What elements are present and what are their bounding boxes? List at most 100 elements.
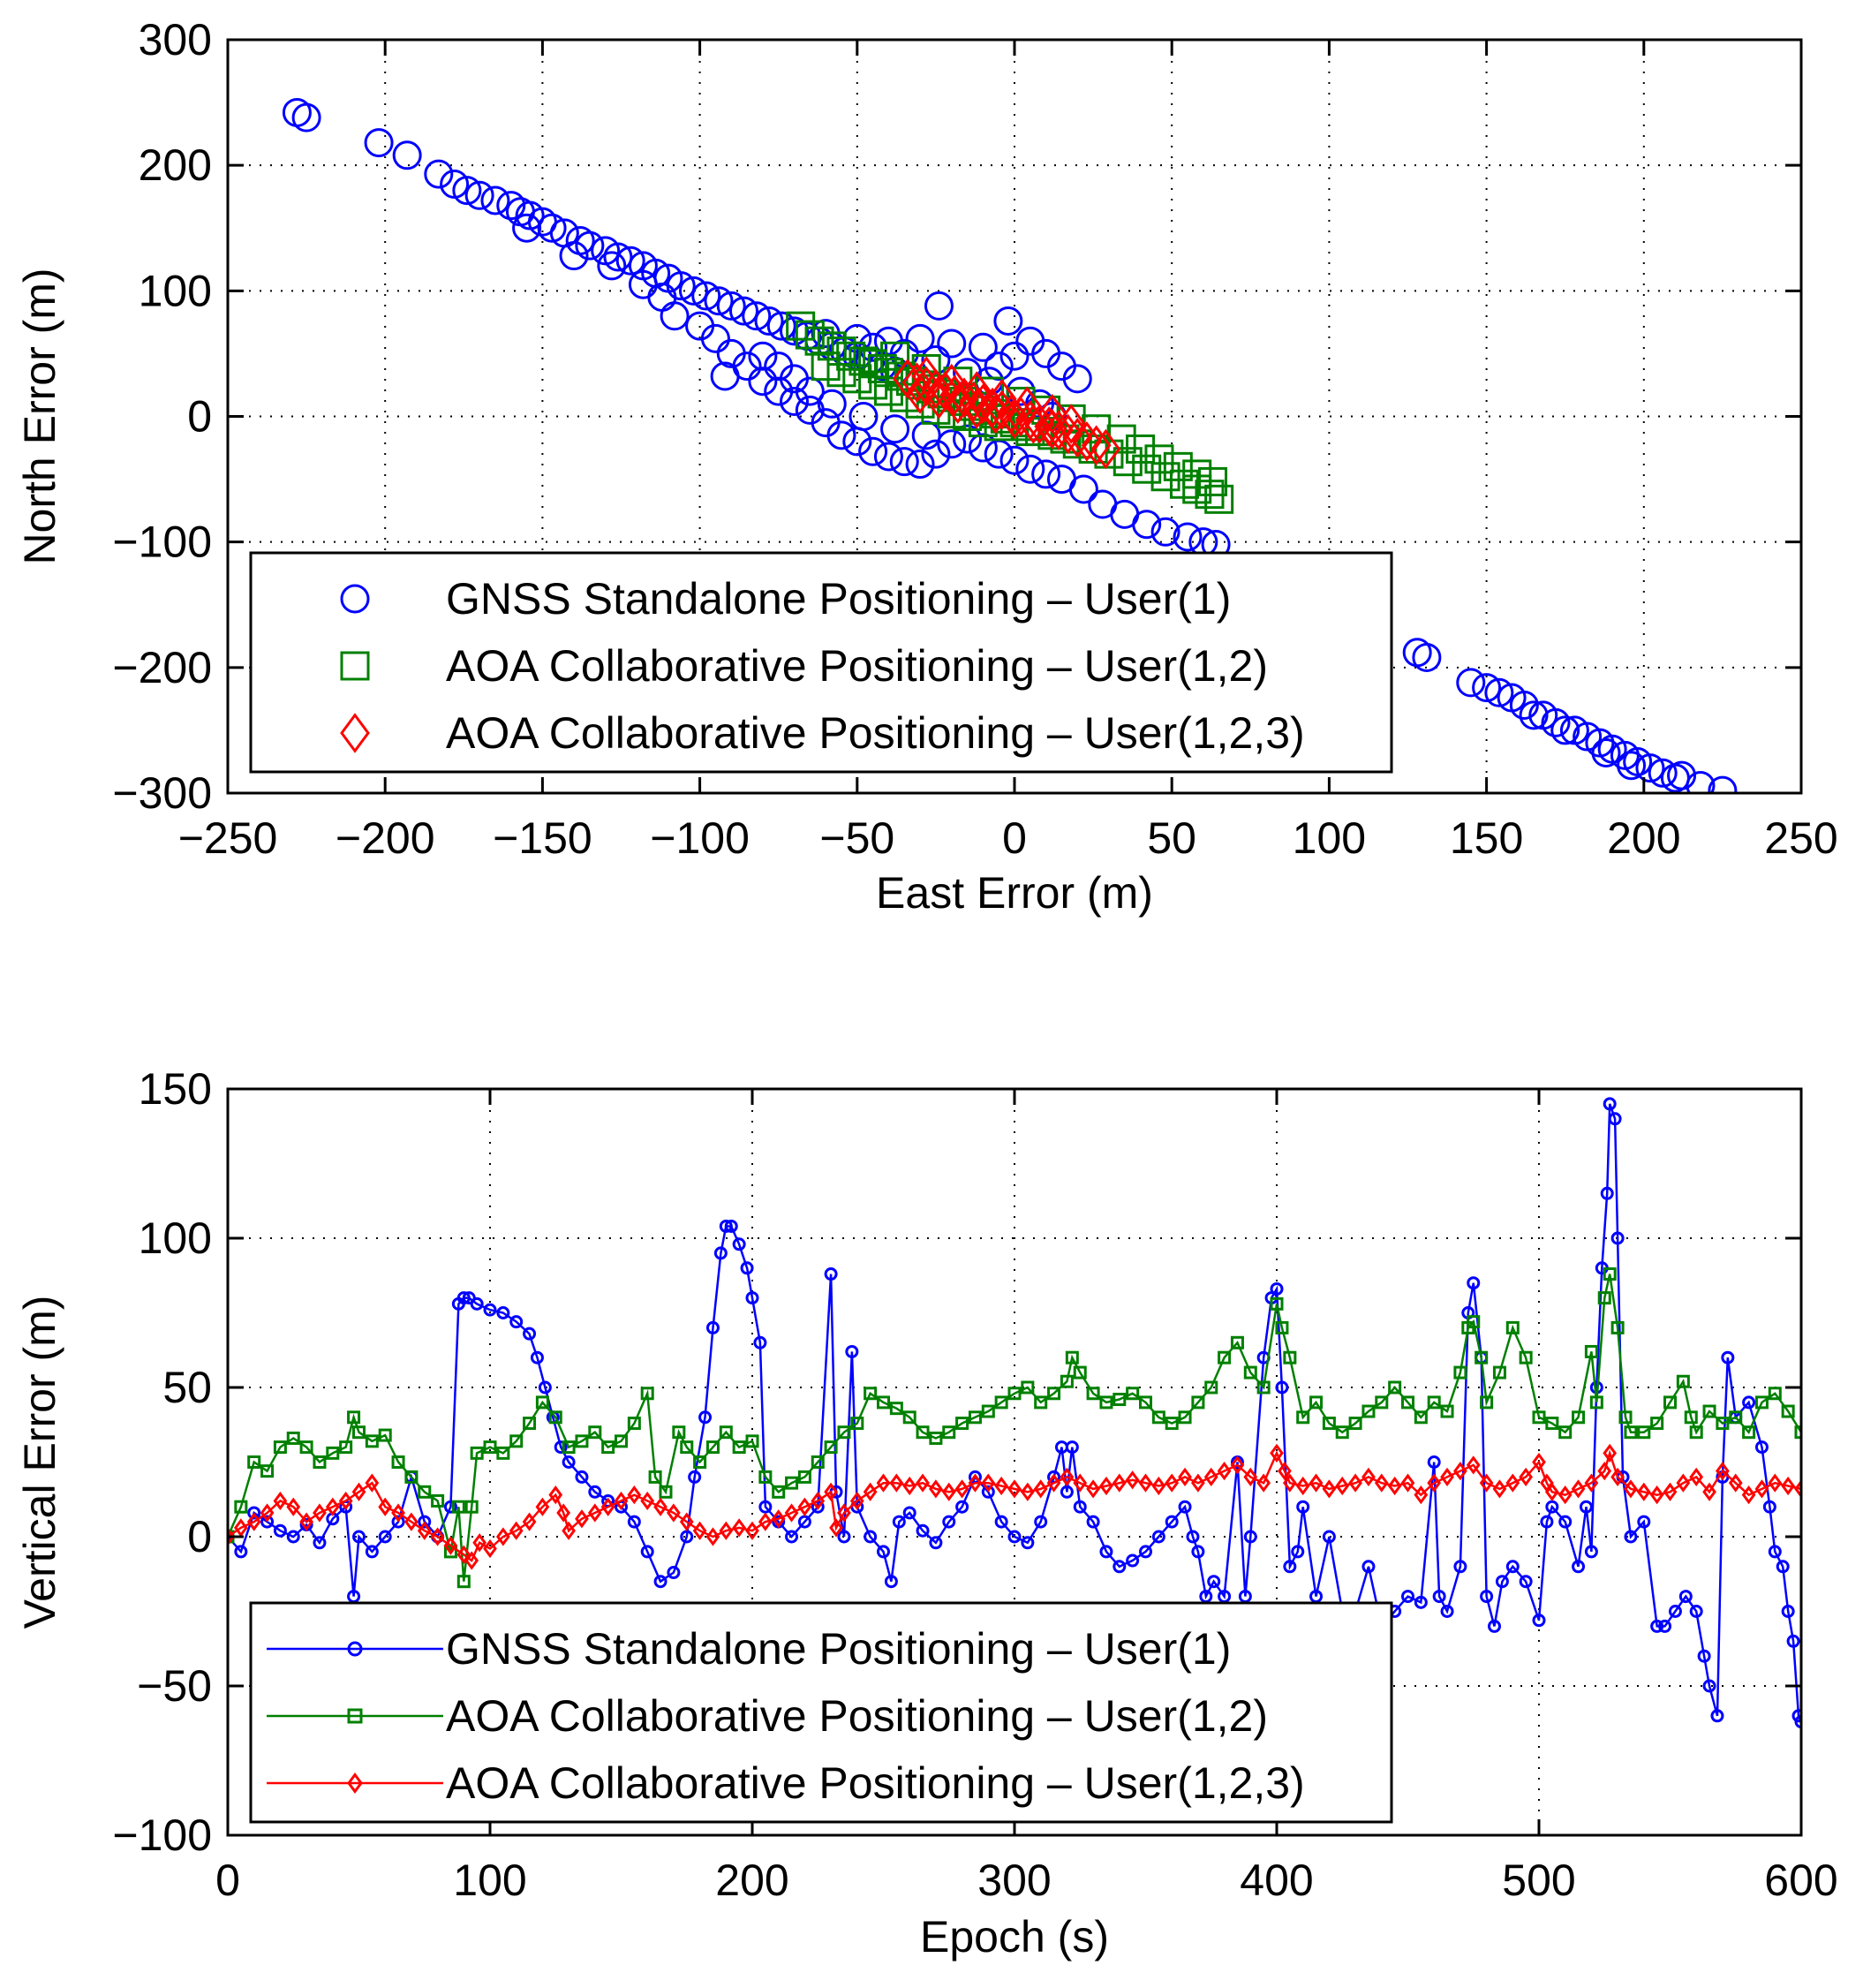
data-point-circle bbox=[1686, 770, 1716, 793]
data-point-circle bbox=[1610, 1231, 1625, 1245]
data-point-circle bbox=[418, 1515, 432, 1529]
bottom-line-chart: 0 100 200 300 400 500 600 −100 −50 0 50 100 150 Epoch… bbox=[15, 1064, 1838, 1962]
data-point-diamond bbox=[556, 1503, 571, 1523]
data-point-circle bbox=[845, 1344, 859, 1358]
data-point-square bbox=[1610, 1320, 1625, 1334]
data-point-diamond bbox=[901, 362, 932, 403]
data-point-circle bbox=[824, 1267, 838, 1281]
data-point-square bbox=[1060, 1374, 1074, 1388]
data-point-square bbox=[902, 1410, 916, 1425]
data-point-square bbox=[880, 341, 910, 371]
data-point-square bbox=[1163, 451, 1193, 481]
legend-label: AOA Collaborative Positioning – User(1,2… bbox=[446, 708, 1305, 758]
data-point-diamond bbox=[837, 1503, 851, 1523]
legend-label: AOA Collaborative Positioning – User(1,2… bbox=[446, 1691, 1268, 1741]
data-point-square bbox=[1716, 1417, 1730, 1431]
x-tick-label: 200 bbox=[1607, 813, 1680, 863]
legend-label: GNSS Standalone Positioning – User(1) bbox=[446, 1624, 1231, 1674]
data-point-circle bbox=[1113, 1560, 1127, 1574]
data-point-diamond bbox=[929, 1479, 943, 1499]
data-point-square bbox=[1218, 1350, 1232, 1364]
data-point-circle bbox=[837, 1530, 851, 1544]
data-point-circle bbox=[1608, 1112, 1622, 1126]
data-point-circle bbox=[1742, 1395, 1756, 1410]
data-point-circle bbox=[1794, 1715, 1801, 1729]
data-point-circle bbox=[1650, 1619, 1664, 1633]
data-point-circle bbox=[929, 1536, 943, 1550]
data-point-circle bbox=[1591, 738, 1621, 768]
data-point-circle bbox=[456, 1291, 471, 1305]
data-point-diamond bbox=[905, 374, 935, 414]
data-point-circle bbox=[1173, 522, 1203, 552]
data-point-diamond bbox=[994, 1476, 1009, 1496]
data-point-diamond bbox=[464, 1551, 479, 1570]
data-point-square bbox=[562, 1440, 576, 1455]
data-point-square bbox=[234, 1500, 248, 1514]
data-point-circle bbox=[1283, 1560, 1297, 1574]
data-point-circle bbox=[1065, 1440, 1079, 1455]
data-point-circle bbox=[615, 246, 645, 276]
data-point-circle bbox=[365, 1545, 379, 1559]
data-point-circle bbox=[968, 332, 998, 362]
data-point-circle bbox=[921, 439, 951, 469]
data-point-square bbox=[772, 1485, 786, 1499]
data-point-square bbox=[286, 1431, 300, 1445]
data-point-square bbox=[1204, 1380, 1218, 1395]
data-point-square bbox=[968, 1410, 982, 1425]
series-line-0 bbox=[228, 1103, 1801, 1723]
data-point-diamond bbox=[365, 1473, 380, 1493]
data-point-circle bbox=[713, 1246, 728, 1260]
data-point-square bbox=[1021, 1380, 1035, 1395]
data-point-circle bbox=[1034, 1515, 1048, 1529]
data-point-circle bbox=[512, 213, 542, 243]
data-point-square bbox=[1558, 1425, 1573, 1440]
legend-box bbox=[249, 1601, 1393, 1824]
data-point-circle bbox=[1519, 1575, 1533, 1589]
data-point-square bbox=[1663, 1395, 1677, 1410]
data-point-circle bbox=[748, 367, 778, 397]
data-point-square bbox=[1742, 1425, 1756, 1440]
data-point-circle bbox=[509, 1315, 524, 1329]
data-point-diamond bbox=[962, 389, 992, 429]
data-point-diamond bbox=[456, 1545, 471, 1564]
y-tick-label: −100 bbox=[112, 1810, 212, 1860]
data-point-circle bbox=[1275, 1380, 1289, 1395]
data-point-square bbox=[842, 364, 872, 394]
data-point-diamond bbox=[1387, 1476, 1402, 1496]
data-point-circle bbox=[691, 281, 721, 311]
data-point-square bbox=[1572, 1410, 1586, 1425]
data-point-circle bbox=[653, 1575, 668, 1589]
data-point-square bbox=[1191, 1395, 1205, 1410]
data-point-circle bbox=[955, 1500, 969, 1514]
x-tick-label: 600 bbox=[1764, 1856, 1837, 1905]
data-point-square bbox=[968, 408, 998, 438]
data-point-circle bbox=[728, 296, 758, 326]
x-tick-label: −150 bbox=[493, 813, 592, 863]
data-point-circle bbox=[523, 1327, 537, 1341]
data-point-diamond bbox=[351, 1482, 366, 1501]
data-point-circle bbox=[1021, 1536, 1035, 1550]
data-point-square bbox=[785, 1476, 799, 1490]
data-point-square bbox=[1603, 1267, 1617, 1281]
data-point-square bbox=[1702, 1404, 1716, 1418]
data-point-square bbox=[745, 1434, 759, 1448]
data-point-diamond bbox=[246, 1512, 261, 1531]
data-point-square bbox=[1768, 1387, 1782, 1401]
data-point-diamond bbox=[587, 1503, 602, 1523]
data-point-square bbox=[1505, 1320, 1520, 1334]
data-point-square bbox=[548, 1410, 562, 1425]
data-point-circle bbox=[889, 447, 919, 477]
data-point-circle bbox=[1243, 1530, 1257, 1544]
data-point-circle bbox=[352, 1530, 366, 1544]
data-point-diamond bbox=[472, 1533, 486, 1553]
data-point-circle bbox=[968, 433, 998, 463]
data-point-square bbox=[1532, 1410, 1546, 1425]
data-point-circle bbox=[286, 1530, 300, 1544]
data-point-square bbox=[1545, 1417, 1559, 1431]
legend-box bbox=[249, 551, 1393, 774]
data-point-square bbox=[1126, 1387, 1140, 1401]
data-point-diamond bbox=[299, 1512, 313, 1531]
data-point-circle bbox=[575, 231, 605, 261]
data-point-square bbox=[1427, 1395, 1441, 1410]
data-point-circle bbox=[1440, 1605, 1454, 1618]
